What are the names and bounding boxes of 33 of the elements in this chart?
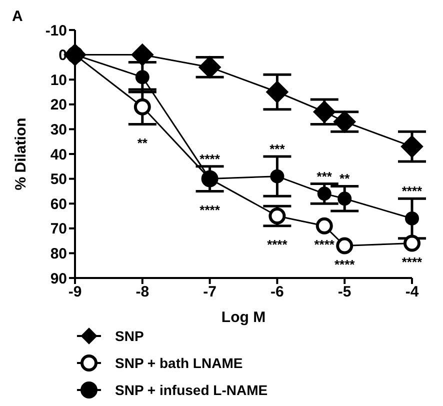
annotation: **** [200, 151, 221, 166]
x-tick-label: -8 [136, 284, 150, 301]
y-axis-title: % Dilation [12, 118, 30, 190]
annotation: ** [137, 135, 148, 150]
annotation: **** [402, 254, 424, 270]
y-tick-label: 60 [50, 196, 67, 213]
annotation: *** [316, 168, 333, 184]
x-tick-label: -5 [338, 284, 352, 301]
annotation: **** [314, 237, 336, 252]
y-tick-label: 40 [50, 146, 67, 164]
x-tick-label: -6 [270, 284, 284, 301]
annotation: ** [340, 171, 351, 186]
y-tick-label: 10 [50, 72, 67, 89]
legend-label: SNP [115, 328, 144, 344]
y-tick-label: 70 [50, 220, 67, 238]
x-tick-label: -7 [203, 284, 216, 301]
annotation: *** [270, 141, 286, 156]
legend-label: SNP + bath LNAME [115, 354, 243, 370]
y-tick-label: 50 [50, 171, 67, 188]
legend-label: SNP + infused L-NAME [115, 382, 268, 398]
x-tick-label: -9 [68, 284, 82, 301]
x-axis-title: Log M [221, 309, 266, 326]
y-tick-label: -10 [45, 22, 67, 40]
y-tick-label: 80 [50, 246, 67, 263]
x-tick-label: -4 [405, 284, 420, 301]
y-tick-label: 30 [50, 122, 67, 139]
annotation: **** [334, 256, 356, 272]
text: A [12, 8, 23, 25]
y-tick-label: 90 [50, 270, 67, 288]
y-tick-label: 20 [50, 96, 67, 114]
annotation: **** [402, 184, 424, 199]
annotation: **** [200, 202, 221, 218]
annotation: **** [267, 237, 288, 252]
